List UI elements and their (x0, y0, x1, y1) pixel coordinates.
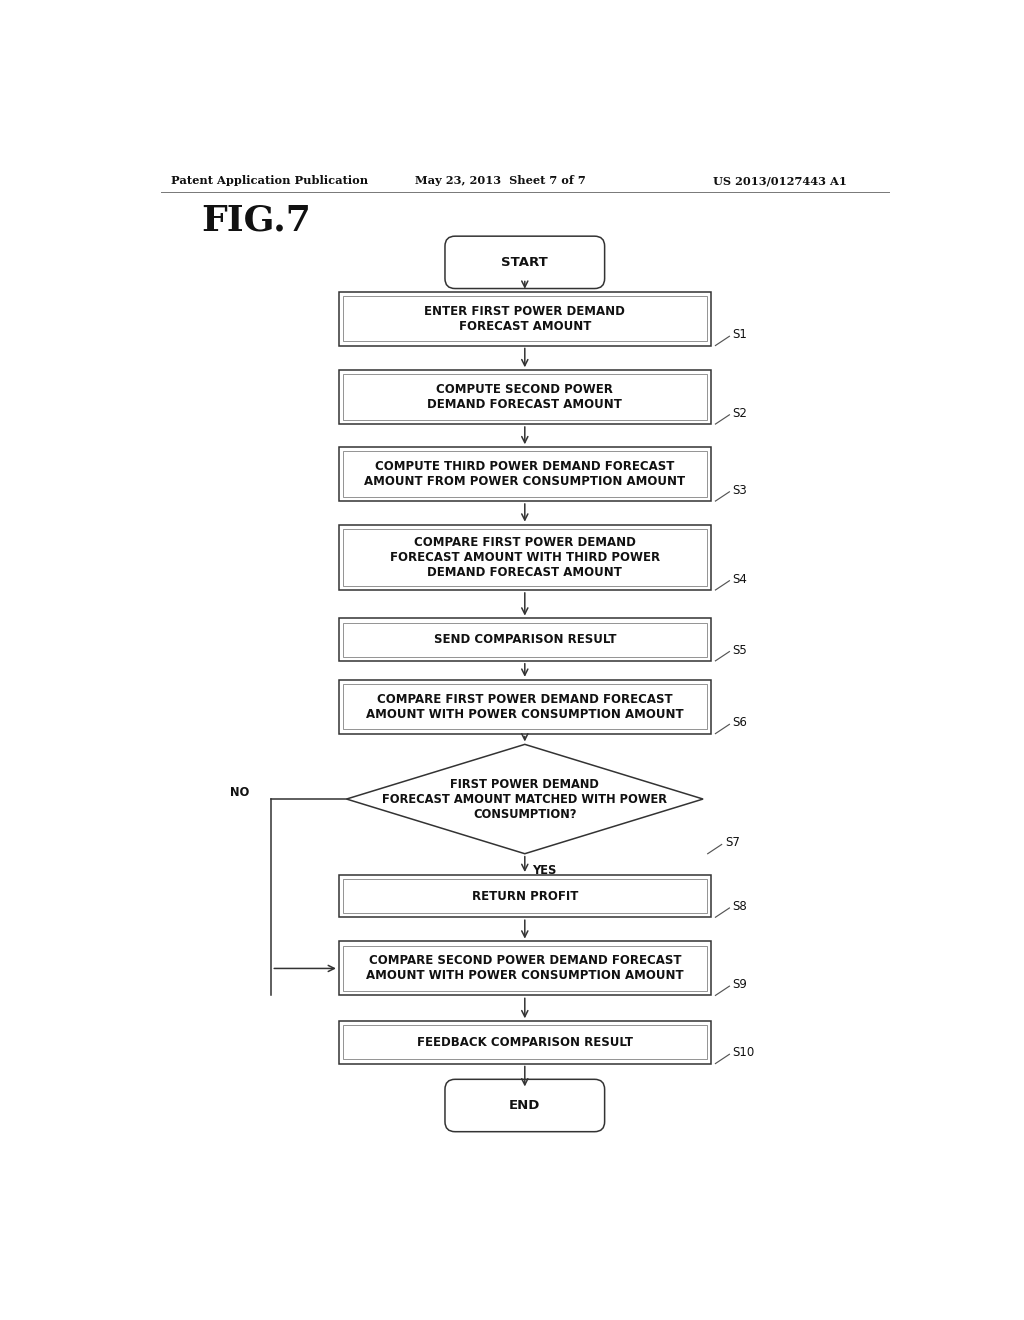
Text: RETURN PROFIT: RETURN PROFIT (472, 890, 578, 903)
FancyBboxPatch shape (445, 236, 604, 289)
FancyBboxPatch shape (339, 524, 711, 590)
Text: COMPUTE THIRD POWER DEMAND FORECAST
AMOUNT FROM POWER CONSUMPTION AMOUNT: COMPUTE THIRD POWER DEMAND FORECAST AMOU… (365, 461, 685, 488)
Text: S2: S2 (732, 407, 748, 420)
FancyBboxPatch shape (445, 1080, 604, 1131)
FancyBboxPatch shape (339, 619, 711, 661)
Text: ENTER FIRST POWER DEMAND
FORECAST AMOUNT: ENTER FIRST POWER DEMAND FORECAST AMOUNT (424, 305, 626, 333)
Text: US 2013/0127443 A1: US 2013/0127443 A1 (713, 176, 847, 186)
FancyBboxPatch shape (339, 447, 711, 502)
FancyBboxPatch shape (339, 680, 711, 734)
Text: S3: S3 (732, 483, 748, 496)
Text: FIRST POWER DEMAND
FORECAST AMOUNT MATCHED WITH POWER
CONSUMPTION?: FIRST POWER DEMAND FORECAST AMOUNT MATCH… (382, 777, 668, 821)
Text: COMPARE SECOND POWER DEMAND FORECAST
AMOUNT WITH POWER CONSUMPTION AMOUNT: COMPARE SECOND POWER DEMAND FORECAST AMO… (366, 954, 684, 982)
Text: S9: S9 (732, 978, 748, 991)
Text: END: END (509, 1100, 541, 1111)
Text: COMPUTE SECOND POWER
DEMAND FORECAST AMOUNT: COMPUTE SECOND POWER DEMAND FORECAST AMO… (427, 383, 623, 411)
Text: S5: S5 (732, 644, 748, 656)
Text: S10: S10 (732, 1047, 755, 1059)
Text: S7: S7 (725, 837, 739, 850)
Text: S6: S6 (732, 717, 748, 730)
Polygon shape (346, 744, 703, 854)
FancyBboxPatch shape (339, 292, 711, 346)
Text: Patent Application Publication: Patent Application Publication (171, 176, 368, 186)
Text: S1: S1 (732, 329, 748, 342)
Text: FIG.7: FIG.7 (202, 203, 311, 238)
Text: YES: YES (532, 863, 557, 876)
FancyBboxPatch shape (339, 1022, 711, 1064)
Text: NO: NO (230, 787, 250, 800)
Text: S8: S8 (732, 900, 748, 913)
Text: SEND COMPARISON RESULT: SEND COMPARISON RESULT (433, 634, 616, 647)
Text: COMPARE FIRST POWER DEMAND FORECAST
AMOUNT WITH POWER CONSUMPTION AMOUNT: COMPARE FIRST POWER DEMAND FORECAST AMOU… (366, 693, 684, 721)
Text: FEEDBACK COMPARISON RESULT: FEEDBACK COMPARISON RESULT (417, 1036, 633, 1049)
Text: May 23, 2013  Sheet 7 of 7: May 23, 2013 Sheet 7 of 7 (415, 176, 586, 186)
FancyBboxPatch shape (339, 875, 711, 917)
FancyBboxPatch shape (339, 941, 711, 995)
Text: COMPARE FIRST POWER DEMAND
FORECAST AMOUNT WITH THIRD POWER
DEMAND FORECAST AMOU: COMPARE FIRST POWER DEMAND FORECAST AMOU… (390, 536, 659, 578)
Text: S4: S4 (732, 573, 748, 586)
Text: START: START (502, 256, 548, 269)
FancyBboxPatch shape (339, 370, 711, 424)
